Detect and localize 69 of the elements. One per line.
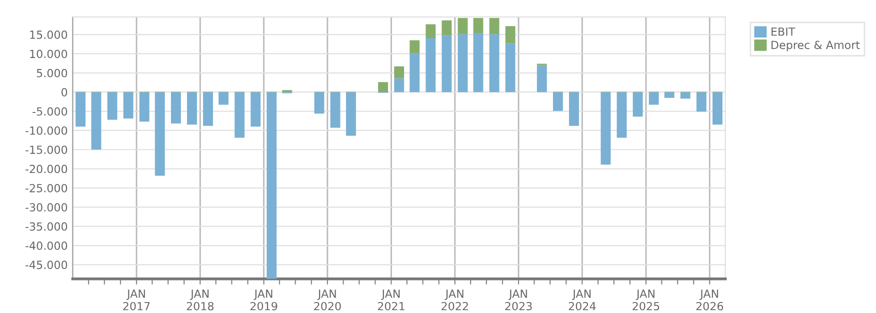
legend-label: Deprec & Amort xyxy=(772,40,860,52)
y-tick-label: -20.000 xyxy=(26,164,68,174)
y-tick-label: -10.000 xyxy=(26,126,68,135)
bar xyxy=(616,92,627,138)
bar xyxy=(473,33,484,92)
bar xyxy=(489,18,500,34)
bar xyxy=(696,92,706,112)
y-tick-label: -30.000 xyxy=(26,203,68,212)
bar xyxy=(505,26,516,44)
bar xyxy=(266,92,277,279)
bar xyxy=(458,18,468,34)
bar xyxy=(426,24,436,38)
bar xyxy=(91,92,102,150)
y-tick-label: -40.000 xyxy=(26,241,68,250)
bar xyxy=(442,20,452,36)
y-tick-label: 15.000 xyxy=(30,30,68,39)
y-tick-label: -25.000 xyxy=(26,184,68,192)
bar xyxy=(569,92,579,126)
y-tick-label: 5.000 xyxy=(36,68,68,78)
x-tick-label: JAN 2022 xyxy=(442,290,468,310)
y-tick-label: 10.000 xyxy=(30,50,68,58)
x-tick-label: JAN 2020 xyxy=(314,290,341,310)
bar xyxy=(154,92,165,176)
bar xyxy=(234,92,245,138)
bar xyxy=(107,92,118,120)
bar xyxy=(346,92,356,136)
bar xyxy=(536,65,547,92)
bar xyxy=(680,92,690,99)
bar xyxy=(473,18,484,34)
bar xyxy=(250,92,261,127)
bar xyxy=(203,92,213,126)
bar xyxy=(330,92,340,128)
bar xyxy=(489,34,500,92)
bar xyxy=(394,78,404,92)
y-tick-label: 0 xyxy=(62,88,68,96)
x-tick-label: JAN 2024 xyxy=(568,290,596,310)
bar xyxy=(442,35,452,92)
bar xyxy=(394,66,404,78)
bar xyxy=(218,92,228,105)
x-tick-label: JAN 2019 xyxy=(250,290,278,310)
bar xyxy=(664,92,674,98)
y-tick-label: -35.000 xyxy=(26,222,68,231)
bar xyxy=(552,92,563,111)
y-tick-label: -45.000 xyxy=(26,260,68,270)
bar xyxy=(314,92,324,114)
bar xyxy=(458,34,468,92)
bar xyxy=(600,92,611,165)
x-tick-label: JAN 2025 xyxy=(632,290,660,310)
x-tick-label: JAN 2026 xyxy=(696,290,724,310)
bar xyxy=(426,38,436,92)
x-tick-label: JAN 2017 xyxy=(123,290,150,310)
bar xyxy=(410,40,420,54)
bar xyxy=(139,92,150,122)
y-tick-label: -5.000 xyxy=(32,107,68,116)
bar xyxy=(123,92,134,119)
bar xyxy=(170,92,181,124)
legend-label: EBIT xyxy=(772,28,796,36)
bar xyxy=(712,92,722,125)
bar xyxy=(648,92,659,105)
bar xyxy=(505,43,516,92)
bar xyxy=(187,92,197,125)
y-tick-label: -15.000 xyxy=(26,146,68,154)
x-tick-label: JAN 2023 xyxy=(505,290,532,310)
bar xyxy=(410,53,420,92)
x-tick-label: JAN 2018 xyxy=(186,290,214,310)
bar xyxy=(632,92,643,117)
bar xyxy=(76,92,86,127)
bar xyxy=(378,82,388,92)
x-tick-label: JAN 2021 xyxy=(378,290,404,310)
